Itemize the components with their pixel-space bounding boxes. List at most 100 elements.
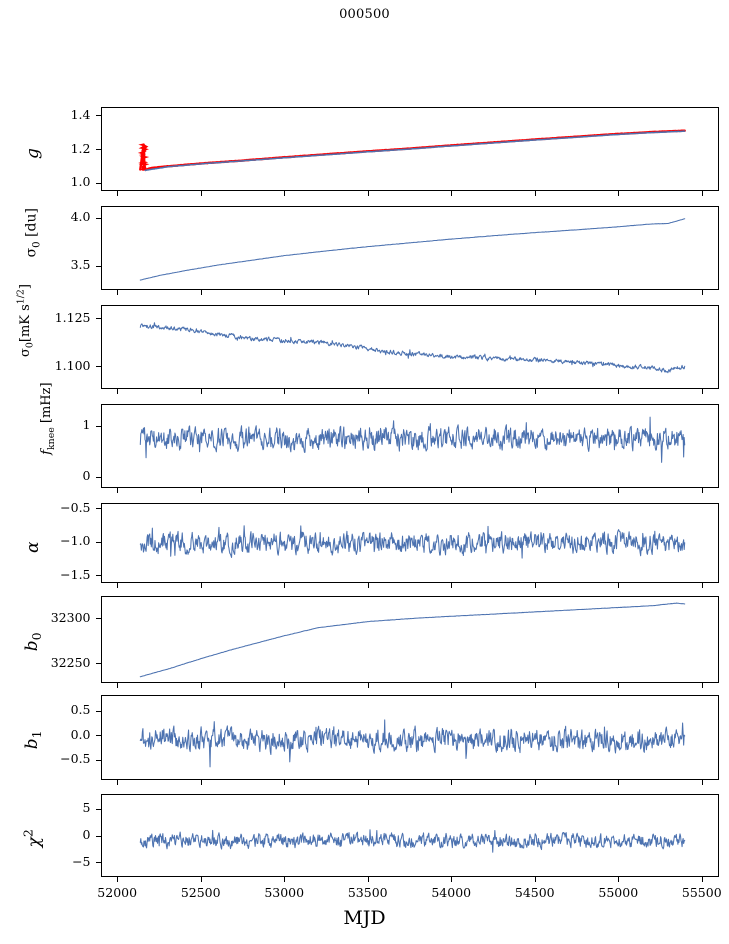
x-tick-mark — [618, 488, 620, 493]
y-tick-mark — [95, 710, 101, 712]
x-tick-mark — [701, 583, 703, 588]
x-axis-label: MJD — [343, 907, 386, 929]
series-b0 — [140, 603, 684, 677]
series-chi2 — [140, 830, 684, 852]
y-tick-label: 1 — [82, 417, 91, 432]
x-tick-mark — [117, 290, 119, 295]
x-tick-mark — [618, 583, 620, 588]
x-tick-mark — [367, 389, 369, 394]
x-tick-mark — [451, 683, 453, 688]
x-tick-mark — [534, 191, 536, 196]
series-b1 — [140, 720, 684, 767]
plot-panel-b-0 — [100, 596, 719, 683]
x-tick-mark — [701, 191, 703, 196]
plot-panel-sigma-0-mk-s-1-2- — [100, 305, 719, 389]
x-tick-mark — [117, 780, 119, 785]
panel-plot-area — [102, 795, 718, 876]
x-tick-mark — [618, 290, 620, 295]
x-tick-mark — [534, 877, 536, 882]
y-tick-mark — [95, 318, 101, 320]
x-tick-label: 52000 — [97, 885, 138, 900]
gain-initial-spike — [142, 144, 145, 170]
x-tick-mark — [367, 877, 369, 882]
x-tick-mark — [367, 290, 369, 295]
y-tick-label: 0.5 — [70, 702, 91, 718]
series-alpha — [140, 526, 684, 558]
y-tick-label: 1.100 — [54, 357, 91, 373]
x-tick-mark — [618, 877, 620, 882]
series-f-knee — [140, 417, 684, 462]
plot-panel-g — [100, 107, 719, 191]
x-tick-label: 55000 — [598, 885, 639, 900]
y-tick-mark — [95, 735, 101, 737]
y-tick-label: 4.0 — [70, 209, 91, 225]
y-tick-mark — [95, 182, 101, 184]
y-tick-label: 1.125 — [54, 309, 91, 325]
panel-plot-area — [102, 405, 718, 487]
panel-plot-area — [102, 504, 718, 582]
y-tick-label: 1.4 — [70, 106, 91, 122]
y-tick-mark — [95, 476, 101, 478]
x-tick-mark — [534, 389, 536, 394]
x-tick-mark — [701, 683, 703, 688]
y-tick-label: 1.0 — [70, 174, 91, 190]
y-tick-mark — [95, 217, 101, 219]
x-tick-mark — [200, 488, 202, 493]
x-tick-label: 53500 — [347, 885, 388, 900]
y-tick-label: −5 — [72, 853, 91, 869]
x-tick-mark — [618, 191, 620, 196]
x-tick-mark — [117, 583, 119, 588]
figure-title: 000500 — [339, 7, 390, 22]
plot-panel-alpha — [100, 503, 719, 583]
x-tick-mark — [367, 780, 369, 785]
x-tick-mark — [451, 488, 453, 493]
x-tick-mark — [618, 389, 620, 394]
x-tick-mark — [117, 877, 119, 882]
plot-panel-b-1 — [100, 695, 719, 780]
x-tick-mark — [284, 683, 286, 688]
y-tick-label: −1.0 — [60, 533, 91, 549]
x-tick-mark — [117, 191, 119, 196]
x-tick-label: 52500 — [180, 885, 221, 900]
series-sigma0-mK — [140, 323, 684, 373]
y-tick-mark — [95, 835, 101, 837]
x-tick-mark — [451, 877, 453, 882]
plot-panel-chi-2 — [100, 794, 719, 877]
y-tick-mark — [95, 862, 101, 864]
x-tick-mark — [284, 389, 286, 394]
panel-plot-area — [102, 108, 718, 190]
y-tick-mark — [95, 808, 101, 810]
x-tick-mark — [284, 488, 286, 493]
x-tick-label: 54000 — [431, 885, 472, 900]
x-tick-mark — [284, 583, 286, 588]
y-tick-mark — [95, 115, 101, 117]
x-tick-mark — [117, 389, 119, 394]
y-tick-label: −0.5 — [60, 751, 91, 766]
x-tick-mark — [451, 389, 453, 394]
y-tick-label: 3.5 — [70, 257, 91, 273]
x-tick-mark — [701, 488, 703, 493]
y-tick-label: 0 — [82, 468, 91, 484]
x-tick-mark — [367, 191, 369, 196]
x-tick-mark — [200, 683, 202, 688]
x-tick-mark — [200, 877, 202, 882]
series-sigma0-du — [140, 219, 684, 280]
y-tick-mark — [95, 663, 101, 665]
panel-plot-area — [102, 207, 718, 289]
panel-plot-area — [102, 696, 718, 779]
x-tick-mark — [117, 683, 119, 688]
y-tick-label: 32300 — [50, 609, 91, 625]
x-tick-mark — [451, 583, 453, 588]
y-tick-label: 0 — [82, 827, 91, 842]
x-tick-label: 53000 — [264, 885, 305, 900]
panel-plot-area — [102, 597, 718, 682]
y-tick-mark — [95, 575, 101, 577]
y-tick-label: 1.2 — [70, 140, 91, 156]
y-tick-mark — [95, 508, 101, 510]
x-tick-label: 55500 — [681, 885, 722, 900]
x-tick-mark — [701, 389, 703, 394]
x-tick-mark — [284, 877, 286, 882]
y-tick-mark — [95, 618, 101, 620]
x-tick-mark — [367, 683, 369, 688]
